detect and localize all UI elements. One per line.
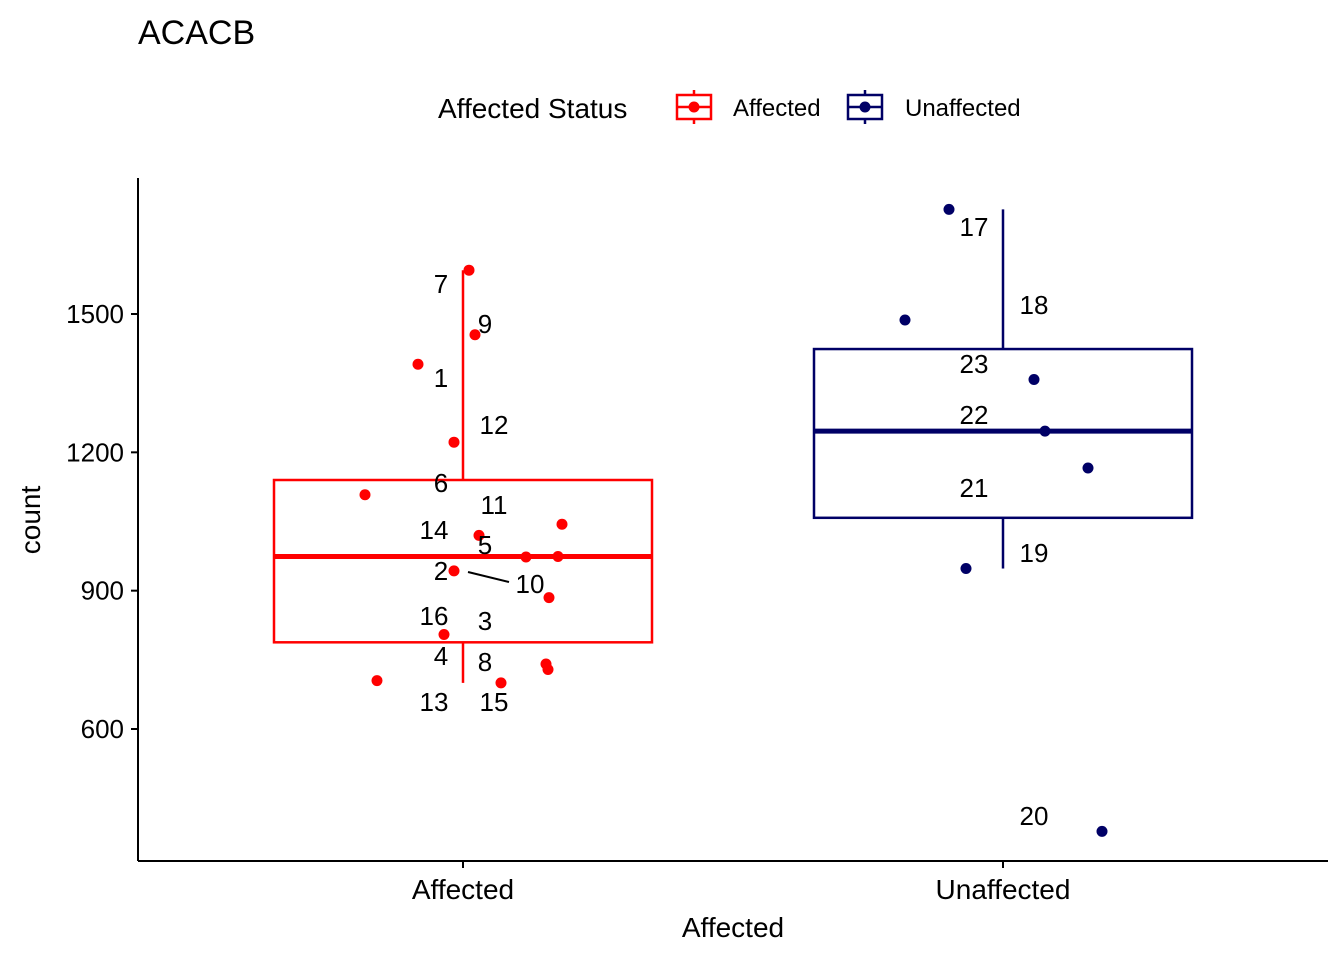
point-label-6: 6 bbox=[434, 468, 448, 498]
point-label-8: 8 bbox=[478, 647, 492, 677]
data-point-21 bbox=[1082, 462, 1094, 474]
point-label-5: 5 bbox=[478, 530, 492, 560]
label-segment-10 bbox=[467, 571, 510, 583]
data-point-13 bbox=[371, 675, 383, 687]
legend-title: Affected Status bbox=[438, 93, 627, 124]
point-label-22: 22 bbox=[960, 400, 989, 430]
data-point-15 bbox=[495, 677, 507, 689]
point-label-14: 14 bbox=[420, 515, 449, 545]
point-label-1: 1 bbox=[434, 363, 448, 393]
legend-key-point bbox=[859, 101, 871, 113]
data-point-20 bbox=[1096, 825, 1108, 837]
y-tick-label: 1200 bbox=[66, 437, 124, 467]
legend-key-point bbox=[688, 101, 700, 113]
data-point-11 bbox=[473, 529, 485, 541]
x-tick-label: Affected bbox=[412, 874, 514, 905]
data-point-12 bbox=[448, 436, 460, 448]
boxplot-affected bbox=[272, 270, 654, 683]
point-label-9: 9 bbox=[478, 309, 492, 339]
point-label-4: 4 bbox=[434, 641, 448, 671]
data-point-22 bbox=[1039, 425, 1051, 437]
legend: Affected Status Affected Unaffected bbox=[438, 90, 1021, 124]
y-tick-label: 900 bbox=[81, 576, 124, 606]
data-point-8 bbox=[542, 664, 554, 676]
chart-title: ACACB bbox=[138, 14, 255, 52]
data-point-10 bbox=[552, 551, 564, 563]
point-label-20: 20 bbox=[1020, 801, 1049, 831]
point-label-16: 16 bbox=[420, 601, 449, 631]
iqr-box bbox=[272, 478, 654, 644]
point-label-19: 19 bbox=[1020, 538, 1049, 568]
data-point-17 bbox=[943, 203, 955, 215]
point-label-7: 7 bbox=[434, 269, 448, 299]
data-point-3 bbox=[543, 592, 555, 604]
point-label-11: 11 bbox=[481, 490, 508, 520]
data-point-6 bbox=[359, 489, 371, 501]
point-label-15: 15 bbox=[480, 687, 509, 717]
point-label-18: 18 bbox=[1020, 290, 1049, 320]
legend-entry-affected: Affected bbox=[675, 90, 821, 124]
y-tick-label: 600 bbox=[81, 714, 124, 744]
data-point-2 bbox=[448, 565, 460, 577]
data-point-1 bbox=[412, 358, 424, 370]
data-point-7 bbox=[463, 264, 475, 276]
data-point-16 bbox=[438, 628, 450, 640]
x-axis-label: Affected bbox=[682, 912, 784, 943]
y-axis-label: count bbox=[15, 486, 46, 555]
data-point-5 bbox=[520, 551, 532, 563]
boxplot-unaffected bbox=[812, 209, 1194, 569]
y-tick-label: 1500 bbox=[66, 299, 124, 329]
point-label-12: 12 bbox=[480, 410, 509, 440]
point-label-13: 13 bbox=[420, 687, 449, 717]
point-label-2: 2 bbox=[434, 556, 448, 586]
data-point-19 bbox=[960, 563, 972, 575]
data-point-18 bbox=[899, 314, 911, 326]
point-label-3: 3 bbox=[478, 606, 492, 636]
point-label-21: 21 bbox=[960, 473, 989, 503]
legend-entry-label: Unaffected bbox=[905, 95, 1021, 122]
point-label-10: 10 bbox=[516, 569, 545, 599]
data-point-23 bbox=[1028, 373, 1040, 385]
x-tick-label: Unaffected bbox=[936, 874, 1071, 905]
point-label-17: 17 bbox=[960, 212, 989, 242]
data-point-14 bbox=[556, 518, 568, 530]
data-point-9 bbox=[469, 329, 481, 341]
legend-entry-unaffected: Unaffected bbox=[846, 90, 1021, 124]
point-label-23: 23 bbox=[960, 349, 989, 379]
legend-entry-label: Affected bbox=[733, 95, 821, 122]
